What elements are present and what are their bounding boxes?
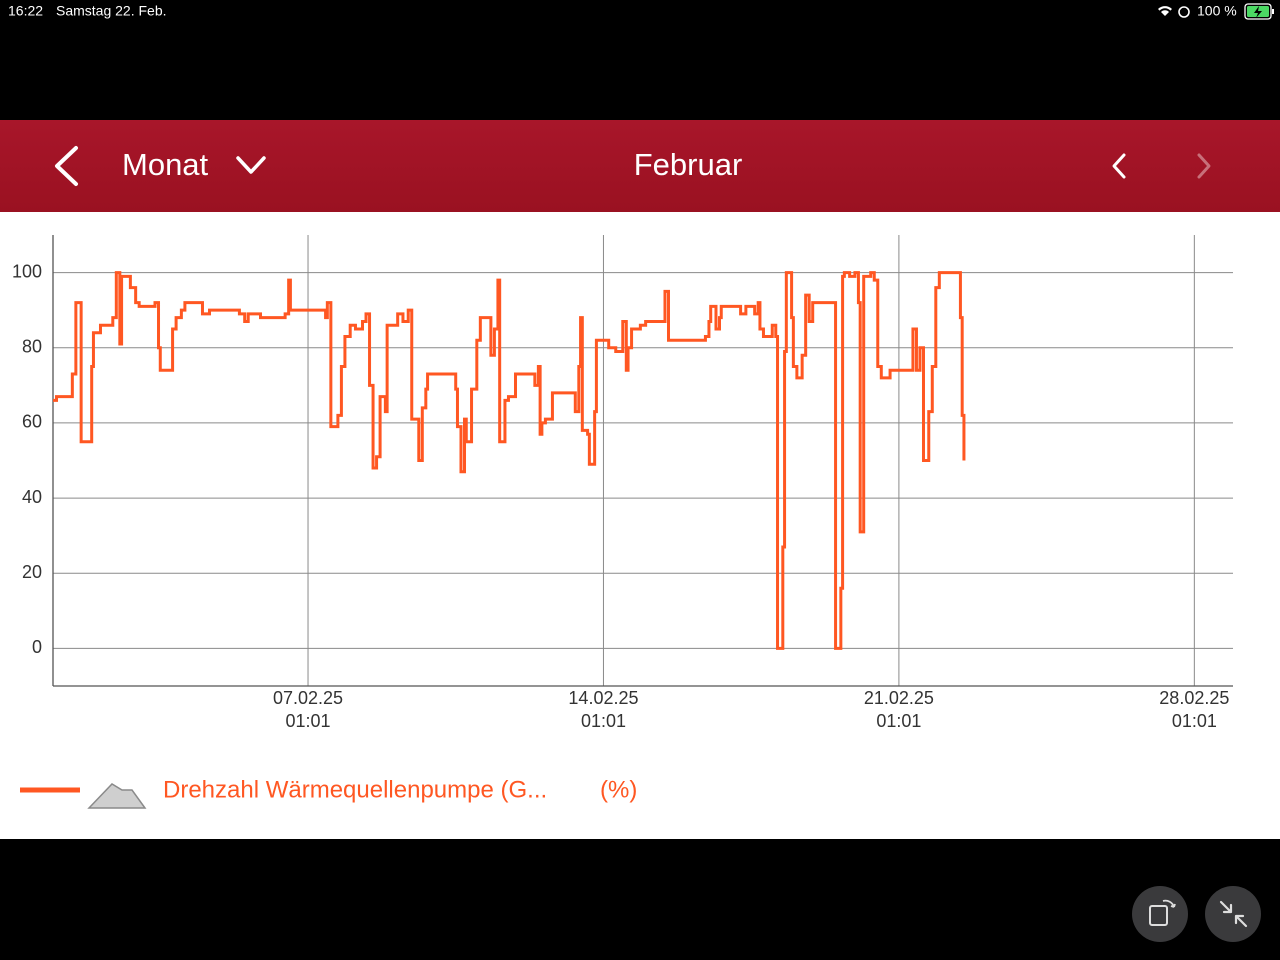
legend-label: Drehzahl Wärmequellenpumpe (G... [163,776,547,803]
y-tick-label: 40 [22,487,42,507]
chart-panel [0,212,1280,839]
battery-icon [1244,3,1274,20]
status-battery: 100 % [1197,3,1237,19]
y-tick-label: 20 [22,562,42,582]
wifi-icon [1158,6,1172,16]
legend-unit: (%) [600,776,637,803]
legend: Drehzahl Wärmequellenpumpe (G... (%) [20,776,637,809]
collapse-button[interactable] [1205,886,1261,942]
x-tick-label: 14.02.25 [568,688,638,708]
x-tick-label: 01:01 [876,711,921,731]
y-tick-label: 0 [32,637,42,657]
header-bar [0,120,1280,212]
y-tick-label: 60 [22,412,42,432]
header-title: Februar [634,147,743,182]
x-tick-label: 28.02.25 [1159,688,1229,708]
status-date: Samstag 22. Feb. [56,3,167,19]
x-tick-label: 21.02.25 [864,688,934,708]
period-dropdown[interactable] [236,156,266,174]
lock-icon [1178,6,1190,18]
previous-button[interactable] [1112,153,1126,179]
next-button[interactable] [1197,153,1211,179]
back-button[interactable] [55,146,78,186]
y-tick-label: 100 [12,261,42,281]
plot: 0 20 40 60 80 100 07.02.25 01:01 14.02.25 01:01 21… [12,235,1233,731]
rotate-button[interactable] [1132,886,1188,942]
x-tick-label: 01:01 [285,711,330,731]
y-tick-label: 80 [22,337,42,357]
period-selector[interactable]: Monat [122,147,209,182]
x-tick-label: 01:01 [581,711,626,731]
status-time: 16:22 [8,3,43,19]
area-toggle-icon[interactable] [87,783,147,809]
data-line [53,271,966,650]
x-tick-label: 01:01 [1172,711,1217,731]
x-tick-label: 07.02.25 [273,688,343,708]
